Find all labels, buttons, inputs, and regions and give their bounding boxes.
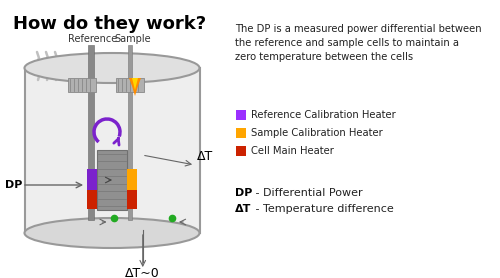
Text: ΔT~0: ΔT~0: [126, 267, 160, 278]
Polygon shape: [132, 78, 138, 90]
Text: Sample Calibration Heater: Sample Calibration Heater: [251, 128, 383, 138]
Text: ΔT: ΔT: [197, 150, 213, 163]
Bar: [68, 78, 96, 92]
Text: - Differential Power: - Differential Power: [252, 188, 362, 198]
Polygon shape: [129, 78, 141, 96]
Bar: [116, 78, 144, 92]
Bar: [97, 150, 127, 210]
Bar: [24, 68, 200, 233]
Bar: [88, 45, 94, 220]
Text: DP: DP: [5, 180, 22, 190]
Bar: [128, 45, 132, 220]
Bar: [236, 128, 246, 138]
Ellipse shape: [24, 53, 200, 83]
Ellipse shape: [24, 218, 200, 248]
Bar: [127, 190, 137, 209]
Text: Cell Main Heater: Cell Main Heater: [251, 146, 334, 156]
Text: Reference Calibration Heater: Reference Calibration Heater: [251, 110, 396, 120]
Text: How do they work?: How do they work?: [14, 15, 206, 33]
Text: The DP is a measured power differential between
the reference and sample cells t: The DP is a measured power differential …: [235, 24, 482, 62]
Bar: [127, 169, 137, 205]
Text: DP: DP: [235, 188, 252, 198]
Text: Reference: Reference: [68, 34, 117, 44]
Bar: [236, 146, 246, 156]
Bar: [87, 169, 97, 205]
Text: - Temperature difference: - Temperature difference: [252, 204, 394, 214]
Bar: [236, 110, 246, 120]
Bar: [87, 190, 97, 209]
Text: ΔT: ΔT: [235, 204, 252, 214]
Text: Sample: Sample: [114, 34, 152, 44]
